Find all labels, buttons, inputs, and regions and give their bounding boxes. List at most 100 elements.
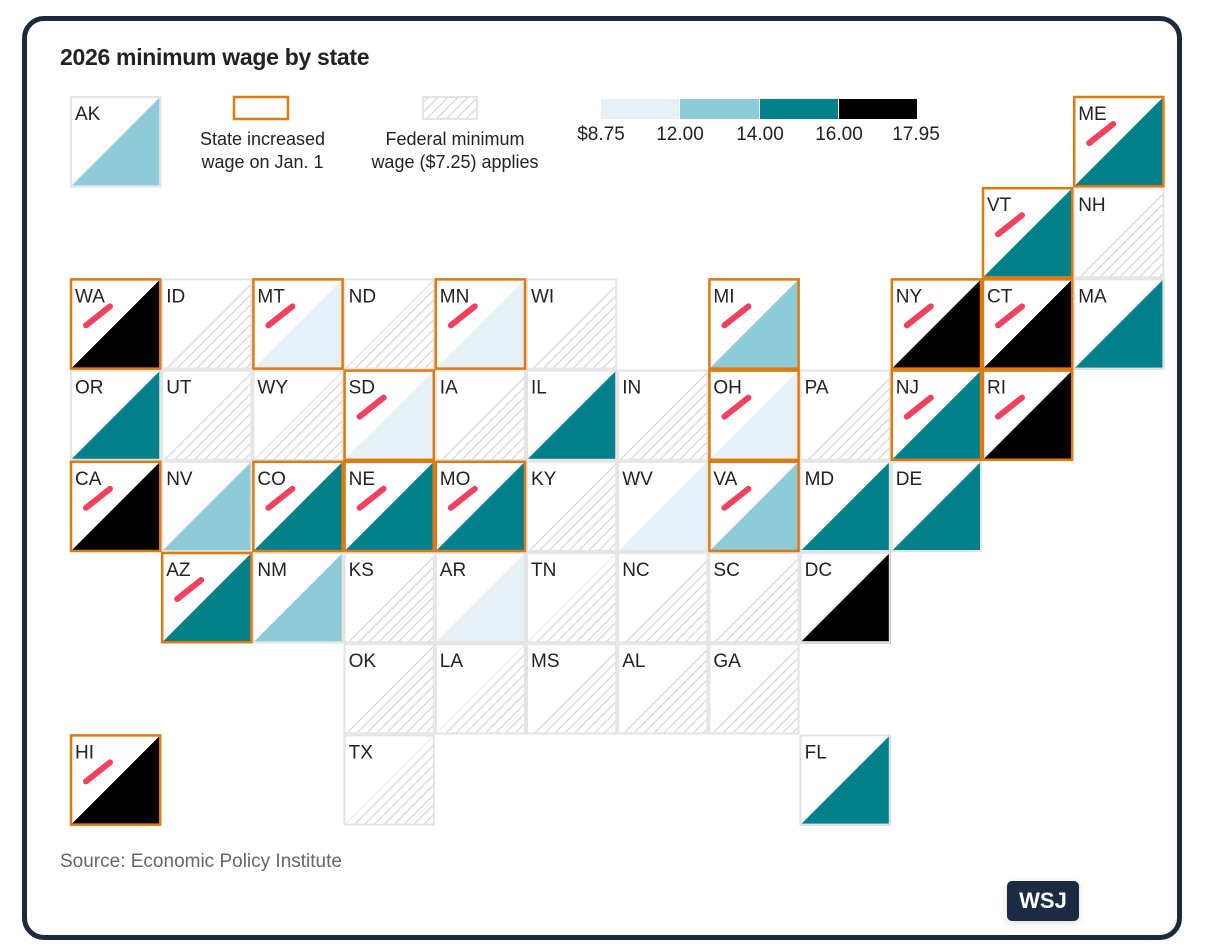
wage-triangle — [252, 552, 344, 644]
state-label: RI — [987, 378, 1006, 399]
state-tile-wi: WI — [526, 278, 618, 370]
state-tile-wy: WY — [252, 369, 344, 461]
state-tile-dc: DC — [799, 552, 891, 644]
state-tile-ga: GA — [708, 643, 800, 735]
state-tile-tx: TX — [343, 734, 435, 826]
state-label: GA — [713, 651, 741, 672]
state-label: NC — [622, 560, 649, 581]
tile-border — [343, 643, 435, 735]
state-label: NE — [349, 469, 375, 490]
increase-mark — [83, 759, 113, 785]
wsj-logo: WSJ — [1007, 881, 1079, 921]
tile-border — [799, 734, 891, 826]
state-label: MA — [1078, 286, 1107, 307]
state-label: ID — [166, 286, 185, 307]
state-label: NH — [1078, 195, 1105, 216]
state-label: VA — [713, 469, 737, 490]
tile-border — [70, 96, 162, 188]
wage-triangle — [161, 552, 253, 644]
tile-border — [1073, 187, 1165, 279]
state-tile-nd: ND — [343, 278, 435, 370]
wage-triangle — [343, 369, 435, 461]
tile-border — [890, 460, 982, 552]
increase-mark — [995, 394, 1025, 420]
state-label: IA — [440, 378, 458, 399]
wage-triangle — [434, 460, 526, 552]
wage-triangle — [434, 643, 526, 735]
state-tile-ak: AK — [70, 96, 162, 188]
state-tile-az: AZ — [161, 552, 253, 644]
wage-triangle — [1073, 187, 1165, 279]
state-label: CA — [75, 469, 102, 490]
state-label: AR — [440, 560, 466, 581]
wage-triangle — [434, 278, 526, 370]
state-tile-sd: SD — [343, 369, 435, 461]
increased-border — [708, 278, 800, 370]
wage-triangle — [708, 369, 800, 461]
state-tile-in: IN — [617, 369, 709, 461]
scale-tick: $8.75 — [577, 124, 625, 145]
legend-federal-label: Federal minimum wage ($7.25) applies — [350, 128, 560, 174]
state-label: MS — [531, 651, 560, 672]
state-tile-vt: VT — [982, 187, 1074, 279]
wage-triangle — [526, 460, 618, 552]
wage-triangle — [526, 369, 618, 461]
state-label: NM — [257, 560, 287, 581]
state-tile-nc: NC — [617, 552, 709, 644]
increase-mark — [903, 303, 934, 329]
wage-triangle — [526, 278, 618, 370]
increased-border — [160, 551, 253, 644]
legend-increased-swatch — [232, 95, 290, 121]
tile-border — [617, 552, 709, 644]
state-label: WY — [257, 378, 288, 399]
state-label: WI — [531, 286, 554, 307]
legend-federal-line1: Federal minimum — [385, 129, 525, 149]
wage-triangle — [252, 460, 344, 552]
increase-mark — [447, 303, 478, 329]
wage-triangle — [434, 552, 526, 644]
wage-triangle — [617, 460, 709, 552]
wage-triangle — [161, 369, 253, 461]
tile-border — [526, 552, 618, 644]
state-label: LA — [440, 651, 464, 672]
scale-swatch — [601, 99, 679, 119]
wage-triangle — [617, 643, 709, 735]
state-tile-mt: MT — [252, 278, 344, 370]
increase-mark — [721, 485, 752, 511]
state-label: NY — [896, 286, 923, 307]
increase-mark — [174, 577, 205, 602]
increase-mark — [995, 303, 1025, 329]
state-tile-pa: PA — [799, 369, 891, 461]
state-label: AL — [622, 651, 645, 672]
increase-mark — [721, 394, 752, 420]
state-tile-tn: TN — [526, 552, 618, 644]
increase-mark — [721, 303, 752, 329]
increase-mark — [356, 485, 387, 511]
state-tile-al: AL — [617, 643, 709, 735]
state-label: MT — [257, 286, 285, 307]
state-label: FL — [805, 742, 827, 763]
wage-triangle — [799, 734, 891, 826]
increased-border — [890, 369, 983, 462]
scale-tick: 12.00 — [656, 124, 704, 145]
increase-mark — [83, 303, 113, 329]
wage-triangle — [161, 278, 253, 370]
tile-border — [526, 278, 618, 370]
state-tile-wv: WV — [617, 460, 709, 552]
state-label: NJ — [896, 378, 919, 399]
wage-triangle — [708, 643, 800, 735]
state-tile-ca: CA — [70, 460, 162, 552]
state-tile-ct: CT — [982, 278, 1074, 370]
wage-triangle — [799, 460, 891, 552]
increased-border — [434, 460, 527, 553]
state-label: OK — [349, 651, 377, 672]
increase-mark — [995, 212, 1025, 238]
state-tile-mn: MN — [434, 278, 526, 370]
state-tile-ar: AR — [434, 552, 526, 644]
state-label: AZ — [166, 560, 191, 581]
state-label: IN — [622, 378, 641, 399]
state-tile-md: MD — [799, 460, 891, 552]
wage-triangle — [252, 278, 344, 370]
increased-border — [252, 278, 344, 370]
wage-triangle — [617, 369, 709, 461]
